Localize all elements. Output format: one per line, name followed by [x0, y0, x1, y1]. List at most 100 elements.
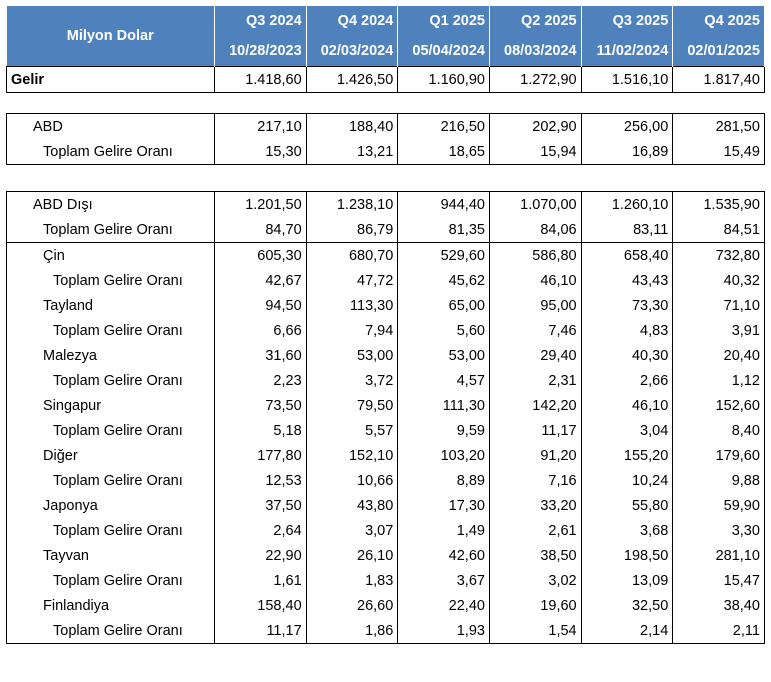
- country-ratio-value: 10,24: [580, 468, 673, 493]
- header-quarter: Q3 2025: [581, 6, 674, 36]
- country-row: Çin 605,30 680,70 529,60 586,80 658,40 732,80: [6, 242, 765, 268]
- country-row: Tayland 94,50 113,30 65,00 95,00 73,30 71,10: [7, 293, 765, 318]
- country-ratio-value: 1,49: [397, 518, 490, 543]
- country-value: 79,50: [305, 393, 398, 418]
- country-ratio-label: Toplam Gelire Oranı: [53, 272, 183, 289]
- country-value: 529,60: [397, 242, 490, 268]
- abd-disi-value: 1.201,50: [214, 191, 307, 217]
- abd-ratio-value: 15,30: [214, 139, 307, 165]
- country-ratio-value: 3,68: [580, 518, 673, 543]
- country-row: Singapur 73,50 79,50 111,30 142,20 46,10 152,6…: [7, 393, 765, 418]
- abd-disi-ratio-value: 84,06: [488, 217, 582, 243]
- country-ratio-value: 8,40: [672, 418, 765, 443]
- country-ratio-value: 10,66: [305, 468, 398, 493]
- country-ratio-value: 42,67: [214, 268, 307, 293]
- country-ratio-value: 2,64: [214, 518, 307, 543]
- abd-ratio-row: Toplam Gelire Oranı 15,30 13,21 18,65 15…: [7, 139, 765, 165]
- country-value: 179,60: [672, 443, 765, 468]
- country-ratio-label: Toplam Gelire Oranı: [53, 472, 183, 489]
- abd-disi-ratio-value: 84,70: [214, 217, 307, 243]
- country-value: 281,10: [672, 543, 765, 568]
- country-value: 40,30: [580, 343, 673, 368]
- country-ratio-value: 11,17: [214, 618, 307, 644]
- country-ratio-value: 43,43: [580, 268, 673, 293]
- country-ratio-value: 15,47: [672, 568, 765, 593]
- country-value: 37,50: [214, 493, 307, 518]
- country-ratio-value: 1,61: [214, 568, 307, 593]
- country-label: Finlandiya: [43, 597, 110, 614]
- country-ratio-value: 7,16: [488, 468, 582, 493]
- country-value: 22,40: [397, 593, 490, 618]
- gelir-label: Gelir: [6, 66, 215, 93]
- header-date: 02/01/2025: [672, 36, 765, 67]
- country-ratio-value: 45,62: [397, 268, 490, 293]
- header-row-dates: 10/28/2023 02/03/2024 05/04/2024 08/03/2…: [7, 36, 765, 67]
- country-ratio-label: Toplam Gelire Oranı: [53, 572, 183, 589]
- country-ratio-value: 5,57: [305, 418, 398, 443]
- gelir-value: 1.426,50: [305, 66, 398, 93]
- country-ratio-label: Toplam Gelire Oranı: [53, 522, 183, 539]
- country-value: 113,30: [305, 293, 398, 318]
- country-value: 53,00: [397, 343, 490, 368]
- country-value: 658,40: [580, 242, 673, 268]
- country-value: 38,50: [488, 543, 582, 568]
- country-ratio-value: 46,10: [488, 268, 582, 293]
- country-ratio-label: Toplam Gelire Oranı: [53, 622, 183, 639]
- country-ratio-value: 11,17: [488, 418, 582, 443]
- abd-ratio-value: 15,49: [672, 139, 765, 165]
- abd-disi-value: 944,40: [397, 191, 490, 217]
- country-value: 586,80: [488, 242, 582, 268]
- country-ratio-value: 47,72: [305, 268, 398, 293]
- country-ratio-label: Toplam Gelire Oranı: [53, 372, 183, 389]
- country-value: 22,90: [214, 543, 307, 568]
- country-value: 46,10: [580, 393, 673, 418]
- country-ratio-value: 1,93: [397, 618, 490, 644]
- abd-value: 281,50: [672, 113, 765, 139]
- abd-value: 256,00: [580, 113, 673, 139]
- country-row: Malezya 31,60 53,00 53,00 29,40 40,30 20,40: [7, 343, 765, 368]
- country-ratio-value: 4,83: [580, 318, 673, 343]
- header-quarter: Q3 2024: [214, 6, 307, 36]
- country-ratio-value: 3,04: [580, 418, 673, 443]
- revenue-report: Milyon Dolar Q3 2024 Q4 2024 Q1 2025 Q2 …: [6, 6, 765, 644]
- country-ratio-value: 1,54: [488, 618, 582, 644]
- abd-value: 202,90: [488, 113, 582, 139]
- spacer: [6, 93, 764, 113]
- country-ratio-row: Toplam Gelire Oranı 11,17 1,86 1,93 1,54 2,14…: [7, 618, 765, 644]
- country-ratio-value: 1,86: [305, 618, 398, 644]
- country-ratio-value: 3,91: [672, 318, 765, 343]
- country-label: Tayland: [43, 297, 93, 314]
- country-ratio-value: 7,94: [305, 318, 398, 343]
- country-row: Japonya 37,50 43,80 17,30 33,20 55,80 59,90: [7, 493, 765, 518]
- country-rows: Çin 605,30 680,70 529,60 586,80 658,40 732,80 T…: [6, 242, 765, 644]
- country-value: 605,30: [214, 242, 307, 268]
- country-value: 155,20: [580, 443, 673, 468]
- country-ratio-value: 7,46: [488, 318, 582, 343]
- header-date: 02/03/2024: [306, 36, 399, 67]
- country-ratio-value: 9,88: [672, 468, 765, 493]
- country-row: Tayvan 22,90 26,10 42,60 38,50 198,50 281,10: [7, 543, 765, 568]
- abd-ratio-label: Toplam Gelire Oranı: [43, 143, 173, 160]
- country-ratio-value: 40,32: [672, 268, 765, 293]
- country-value: 71,10: [672, 293, 765, 318]
- country-value: 680,70: [305, 242, 398, 268]
- country-ratio-value: 3,30: [672, 518, 765, 543]
- country-ratio-value: 8,89: [397, 468, 490, 493]
- country-ratio-row: Toplam Gelire Oranı 2,23 3,72 4,57 2,31 2,66 1…: [7, 368, 765, 393]
- country-ratio-value: 13,09: [580, 568, 673, 593]
- abd-ratio-value: 18,65: [397, 139, 490, 165]
- country-ratio-value: 1,83: [305, 568, 398, 593]
- country-ratio-row: Toplam Gelire Oranı 5,18 5,57 9,59 11,17 3,04…: [7, 418, 765, 443]
- country-value: 42,60: [397, 543, 490, 568]
- country-value: 152,10: [305, 443, 398, 468]
- country-value: 91,20: [488, 443, 582, 468]
- country-ratio-label: Toplam Gelire Oranı: [53, 422, 183, 439]
- country-value: 43,80: [305, 493, 398, 518]
- country-value: 103,20: [397, 443, 490, 468]
- gelir-value: 1.516,10: [580, 66, 673, 93]
- country-ratio-value: 1,12: [672, 368, 765, 393]
- country-label: Malezya: [43, 347, 97, 364]
- country-label: Singapur: [43, 397, 102, 414]
- country-row: Diğer 177,80 152,10 103,20 91,20 155,20 179,60: [7, 443, 765, 468]
- country-ratio-value: 5,60: [397, 318, 490, 343]
